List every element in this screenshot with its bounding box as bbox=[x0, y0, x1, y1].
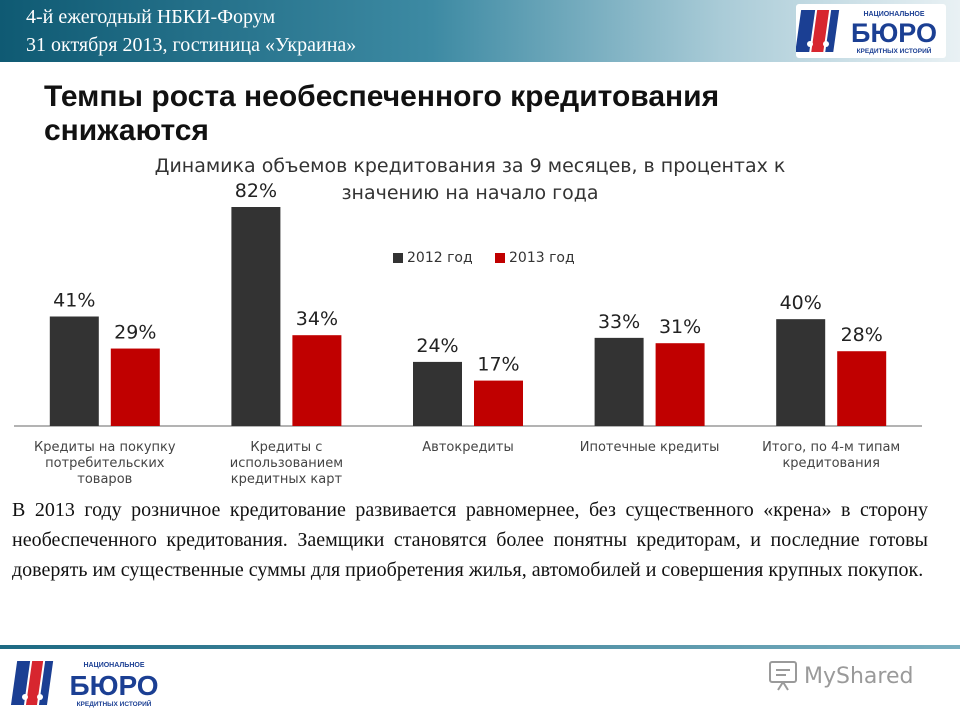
slide-title: Темпы роста необеспеченного кредитования… bbox=[44, 80, 719, 148]
data-label-1-5: 40% bbox=[780, 292, 822, 314]
bar-1-1 bbox=[49, 316, 99, 426]
logo-folders-icon bbox=[795, 10, 840, 52]
logo-sub-text: КРЕДИТНЫХ ИСТОРИЙ bbox=[77, 699, 152, 708]
category-label-5-2: кредитования bbox=[782, 456, 879, 471]
data-label-1-1: 41% bbox=[53, 290, 95, 312]
category-label-2-1: Кредиты с bbox=[250, 440, 322, 455]
bureau-logo-footer: НАЦИОНАЛЬНОЕ БЮРО КРЕДИТНЫХ ИСТОРИЙ bbox=[10, 655, 166, 711]
legend-label-1: 2012 год bbox=[407, 250, 473, 266]
bar-chart: 2012 год 2013 год 41% 29% Кредиты на покупку… bbox=[14, 180, 922, 487]
category-label-5-1: Итого, по 4-м типам bbox=[762, 440, 900, 455]
category-label-3-1: Автокредиты bbox=[422, 440, 513, 455]
bar-1-4 bbox=[594, 337, 644, 426]
data-label-1-2: 82% bbox=[235, 180, 277, 202]
data-label-2-1: 29% bbox=[114, 322, 156, 344]
slide-title-line-2: снижаются bbox=[44, 114, 209, 147]
legend-swatch-1 bbox=[393, 253, 403, 263]
data-label-2-2: 34% bbox=[296, 308, 338, 330]
category-label-2-2: использованием bbox=[230, 456, 343, 471]
slide-title-line-1: Темпы роста необеспеченного кредитования bbox=[44, 80, 720, 113]
chart-title-line-1: Динамика объемов кредитования за 9 месяц… bbox=[154, 155, 786, 177]
bureau-logo: НАЦИОНАЛЬНОЕ БЮРО КРЕДИТНЫХ ИСТОРИЙ bbox=[795, 4, 946, 58]
footer-divider bbox=[0, 645, 960, 649]
legend-swatch-2 bbox=[495, 253, 505, 263]
logo-sub-text: КРЕДИТНЫХ ИСТОРИЙ bbox=[857, 46, 932, 55]
category-label-4-1: Ипотечные кредиты bbox=[580, 440, 720, 455]
watermark-text: MyShared bbox=[804, 664, 913, 689]
presentation-icon bbox=[769, 661, 797, 691]
myshared-watermark: MyShared bbox=[766, 658, 946, 694]
logo-top-text: НАЦИОНАЛЬНОЕ bbox=[83, 662, 144, 669]
data-label-1-4: 33% bbox=[598, 311, 640, 333]
legend-label-2: 2013 год bbox=[509, 250, 575, 266]
description-paragraph: В 2013 году розничное кредитование разви… bbox=[12, 499, 928, 581]
data-label-1-3: 24% bbox=[416, 335, 458, 357]
bar-2-1 bbox=[110, 348, 160, 426]
bar-2-4 bbox=[655, 343, 705, 426]
category-label-1-2: потребительских bbox=[45, 456, 165, 471]
bar-1-3 bbox=[413, 361, 462, 426]
bar-2-2 bbox=[292, 335, 342, 426]
header-banner: 4-й ежегодный НБКИ-Форум 31 октября 2013… bbox=[0, 0, 960, 62]
bar-1-5 bbox=[776, 319, 826, 426]
data-label-2-5: 28% bbox=[841, 324, 883, 346]
header-event-date: 31 октября 2013, гостиница «Украина» bbox=[26, 34, 357, 56]
category-label-2-3: кредитных карт bbox=[231, 472, 343, 487]
logo-folders-icon bbox=[10, 661, 54, 705]
logo-main-text: БЮРО bbox=[851, 18, 937, 48]
chart-title-line-2: значению на начало года bbox=[341, 182, 599, 204]
logo-main-text: БЮРО bbox=[69, 670, 158, 701]
bar-2-5 bbox=[837, 351, 887, 426]
bar-2-3 bbox=[474, 380, 523, 426]
data-label-2-3: 17% bbox=[477, 354, 519, 376]
header-event-title: 4-й ежегодный НБКИ-Форум bbox=[26, 6, 276, 28]
data-label-2-4: 31% bbox=[659, 316, 701, 338]
category-label-1-3: товаров bbox=[77, 472, 132, 487]
bar-1-2 bbox=[231, 207, 281, 426]
logo-top-text: НАЦИОНАЛЬНОЕ bbox=[863, 11, 924, 18]
category-label-1-1: Кредиты на покупку bbox=[34, 440, 176, 455]
